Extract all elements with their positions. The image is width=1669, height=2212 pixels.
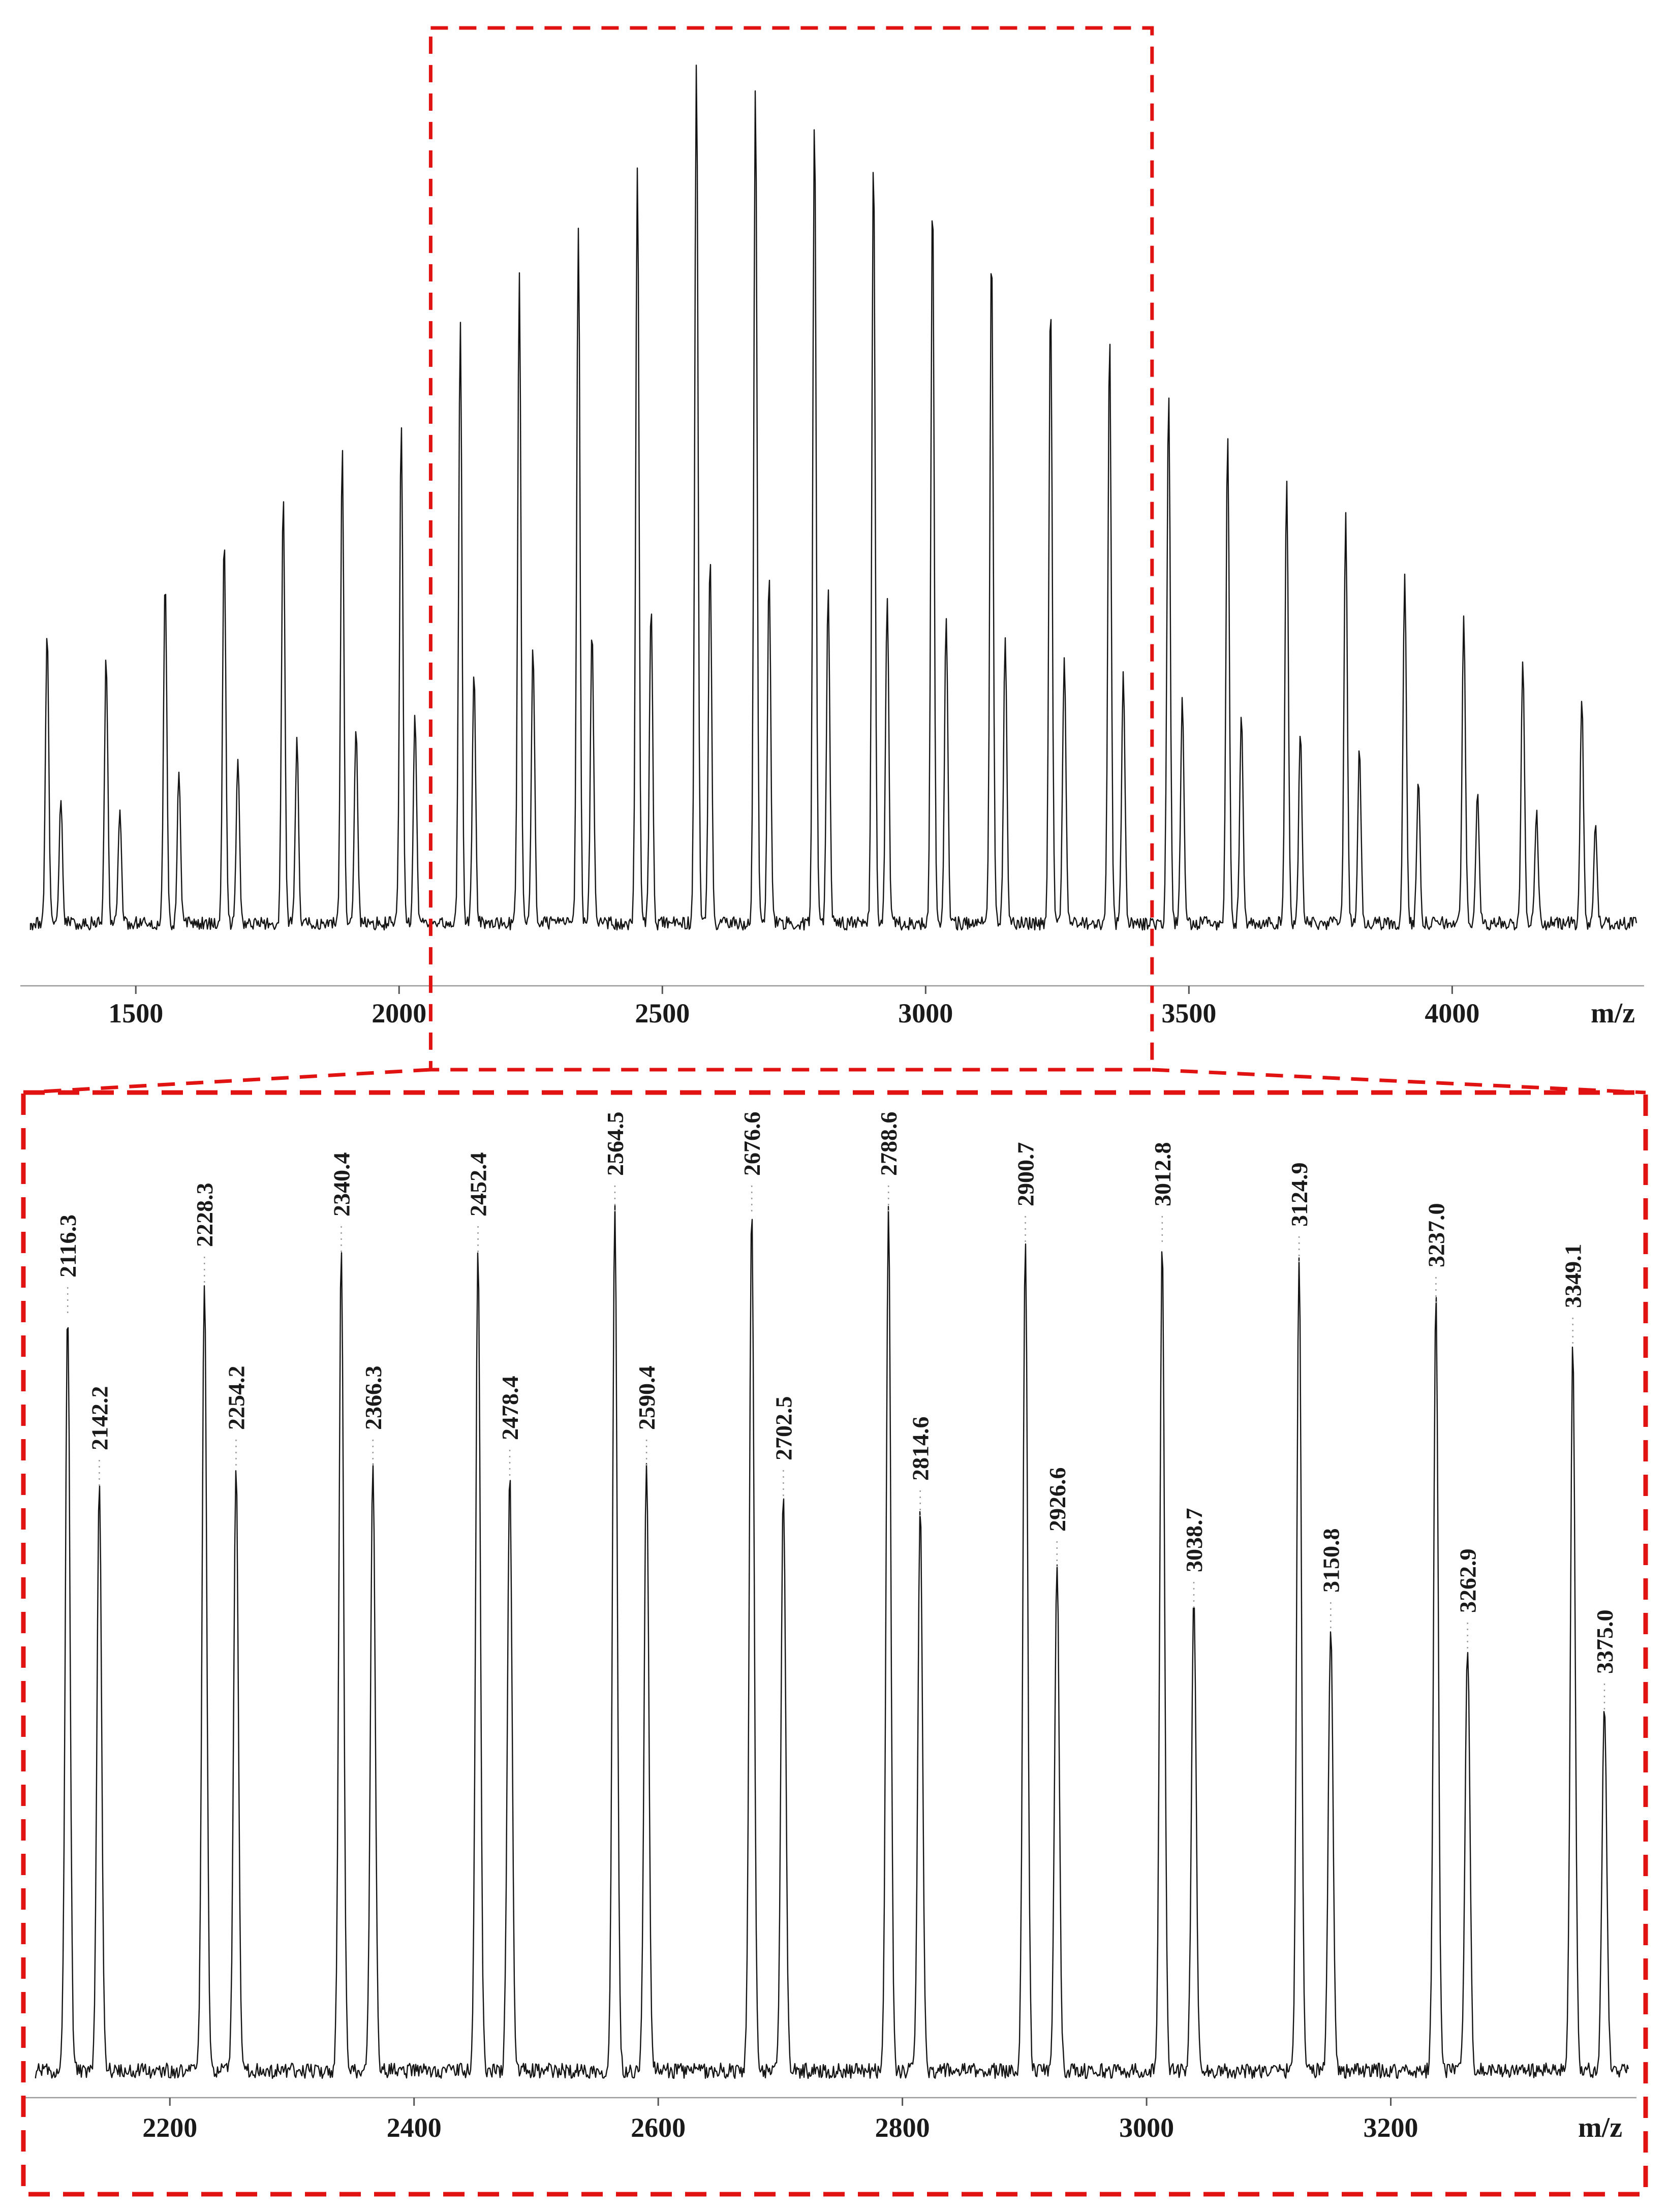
- axis-tick-label: 3000: [1119, 2112, 1174, 2143]
- zoom-connector-right: [1152, 1068, 1646, 1095]
- full-spectrum-axis-unit: m/z: [1591, 998, 1635, 1029]
- peak-label: 2676.6: [739, 1112, 765, 1176]
- peak-label: 2254.2: [224, 1366, 250, 1430]
- axis-tick-label: 2000: [372, 998, 426, 1029]
- zoom-connector-left: [23, 1068, 431, 1095]
- zoom-spectrum-axis: 2200 2400 2600 2800 3000 3200: [25, 2097, 1636, 2143]
- zoom-callout: [21, 26, 1648, 2197]
- peak-label: 2116.3: [55, 1214, 81, 1278]
- axis-tick-label: 2400: [387, 2112, 442, 2143]
- zoom-peak-labels: 2116.3 2142.2 2228.3 2254.2 2340.4 2366.3 2452…: [55, 1112, 1618, 1709]
- zoom-spectrum-trace: [35, 1204, 1629, 2079]
- peak-label: 2900.7: [1013, 1142, 1039, 1207]
- zoom-region-box: [428, 26, 1154, 1072]
- peak-label: 3150.8: [1318, 1529, 1344, 1593]
- peak-label: 2564.5: [602, 1112, 628, 1176]
- peak-label: 2702.5: [770, 1396, 796, 1461]
- peak-label: 3124.9: [1286, 1163, 1312, 1227]
- full-spectrum-axis: 1500 2000 2500 3000 3500 4000: [20, 985, 1644, 1029]
- peak-label: 2340.4: [329, 1152, 355, 1217]
- zoom-panel-border: [21, 1090, 1648, 2197]
- peak-label: 2788.6: [876, 1112, 902, 1176]
- peak-label: 2142.2: [86, 1386, 112, 1451]
- peak-label: 2590.4: [634, 1366, 660, 1430]
- peak-label: 3237.0: [1423, 1203, 1449, 1268]
- axis-tick-label: 1500: [108, 998, 163, 1029]
- peak-label: 3038.7: [1181, 1508, 1207, 1573]
- peak-label: 3012.8: [1150, 1142, 1176, 1207]
- spectrum-trace: [29, 65, 1637, 931]
- full-spectrum-trace: [29, 65, 1637, 931]
- peak-label: 3349.1: [1560, 1244, 1586, 1308]
- peak-label: 2228.3: [192, 1183, 218, 1248]
- axis-tick-label: 2800: [875, 2112, 930, 2143]
- axis-tick-label: 2200: [142, 2112, 197, 2143]
- axis-tick-label: 3200: [1364, 2112, 1418, 2143]
- peak-label: 3375.0: [1592, 1610, 1618, 1674]
- axis-tick-label: 3000: [898, 998, 953, 1029]
- axis-tick-label: 4000: [1425, 998, 1479, 1029]
- peak-label: 3262.9: [1455, 1549, 1481, 1613]
- zoom-spectrum-axis-unit: m/z: [1578, 2112, 1622, 2143]
- axis-tick-label: 3500: [1161, 998, 1216, 1029]
- peak-label: 2926.6: [1044, 1468, 1070, 1532]
- peak-label: 2814.6: [908, 1417, 934, 1481]
- peak-label: 2452.4: [466, 1152, 491, 1217]
- peak-label: 2478.4: [497, 1376, 523, 1441]
- peak-label: 2366.3: [360, 1366, 386, 1430]
- spectrum-trace: [35, 1204, 1629, 2079]
- axis-tick-label: 2500: [635, 998, 690, 1029]
- axis-tick-label: 2600: [631, 2112, 686, 2143]
